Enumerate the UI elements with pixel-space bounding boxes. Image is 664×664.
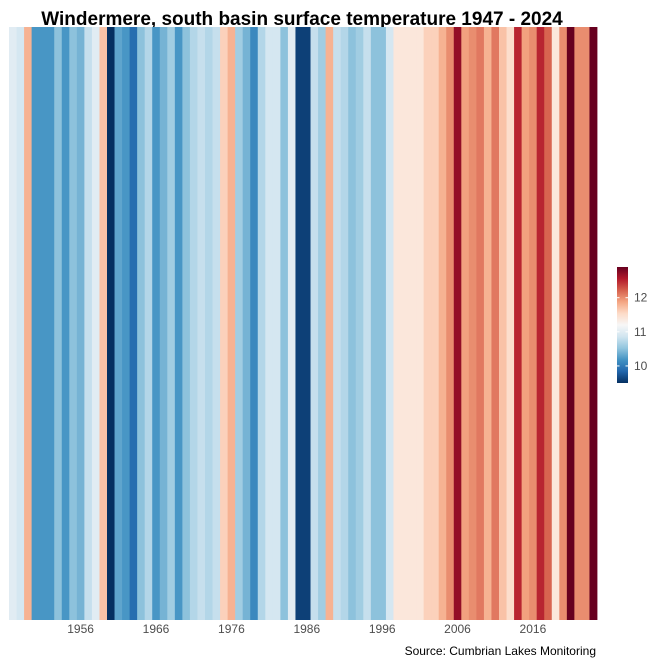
stripe-1947 [9,27,17,620]
legend-tick-label: 10 [634,359,648,373]
stripe-1977 [235,27,244,620]
stripe-2022 [574,27,583,620]
stripe-2021 [566,27,575,620]
stripe-1978 [242,27,251,620]
stripe-1974 [212,27,221,620]
stripe-2013 [506,27,515,620]
stripe-1984 [287,27,296,620]
stripe-1986 [303,27,311,620]
x-tick-label: 2006 [444,622,471,636]
stripe-1951 [39,27,48,620]
stripe-2009 [476,27,485,620]
stripe-1959 [99,27,108,620]
stripe-2017 [536,27,545,620]
stripe-1965 [144,27,153,620]
stripe-1992 [348,27,357,620]
x-axis-ticks: 1956 1966 1976 1986 1996 2006 2016 [67,622,546,636]
legend-tick-label: 12 [634,291,648,305]
stripe-2003 [431,27,440,620]
legend-tick-label: 11 [634,325,647,339]
stripe-2008 [468,27,477,620]
stripes-group [9,27,598,620]
stripe-1962 [122,27,131,620]
stripe-2001 [416,27,425,620]
stripe-1972 [197,27,206,620]
stripe-1957 [84,27,93,620]
stripe-1990 [333,27,342,620]
stripe-1995 [370,27,379,620]
stripe-2023 [581,27,590,620]
stripe-1980 [257,27,266,620]
stripe-2002 [423,27,432,620]
stripe-2010 [483,27,492,620]
stripe-1994 [363,27,372,620]
stripe-1955 [69,27,78,620]
stripe-1966 [152,27,161,620]
stripe-1967 [159,27,168,620]
stripe-1993 [355,27,364,620]
stripe-1963 [129,27,138,620]
x-tick-label: 1966 [143,622,170,636]
stripe-2000 [408,27,417,620]
stripe-1949 [24,27,33,620]
stripe-1956 [76,27,85,620]
stripe-1989 [325,27,334,620]
stripe-1987 [310,27,319,620]
stripe-2020 [559,27,568,620]
stripe-1982 [272,27,281,620]
stripe-1971 [189,27,198,620]
stripe-2018 [544,27,553,620]
stripe-1973 [205,27,213,620]
stripe-1970 [182,27,191,620]
x-tick-label: 1976 [218,622,245,636]
x-tick-label: 1986 [293,622,320,636]
stripe-1981 [265,27,274,620]
stripe-1948 [16,27,25,620]
stripe-2016 [529,27,538,620]
stripe-1950 [31,27,40,620]
stripe-1969 [174,27,183,620]
stripe-2014 [514,27,523,620]
stripe-1988 [318,27,327,620]
stripe-1997 [385,27,394,620]
stripe-1979 [250,27,259,620]
stripe-1964 [137,27,146,620]
chart-caption: Source: Cumbrian Lakes Monitoring [405,644,596,658]
stripe-1960 [107,27,115,620]
stripe-1961 [114,27,123,620]
stripe-2011 [491,27,500,620]
chart-title: Windermere, south basin surface temperat… [41,9,563,30]
stripe-1952 [46,27,55,620]
stripe-1991 [340,27,349,620]
stripe-1976 [227,27,236,620]
stripe-1954 [61,27,70,620]
stripe-2007 [461,27,470,620]
x-tick-label: 2016 [520,622,547,636]
stripe-1953 [54,27,63,620]
stripe-1983 [280,27,289,620]
stripe-2006 [453,27,462,620]
stripe-1958 [91,27,100,620]
stripe-1999 [401,27,409,620]
color-legend: 10 11 12 [617,267,648,383]
stripe-2015 [521,27,530,620]
stripe-2012 [499,27,507,620]
x-tick-label: 1996 [369,622,396,636]
stripe-1985 [295,27,304,620]
stripe-1996 [378,27,387,620]
stripe-1975 [220,27,229,620]
stripe-2004 [438,27,447,620]
stripe-2005 [446,27,455,620]
stripe-2024 [589,27,598,620]
x-tick-label: 1956 [67,622,94,636]
stripe-1998 [393,27,402,620]
stripe-1968 [167,27,176,620]
legend-colorbar [617,267,628,383]
stripe-2019 [551,27,560,620]
